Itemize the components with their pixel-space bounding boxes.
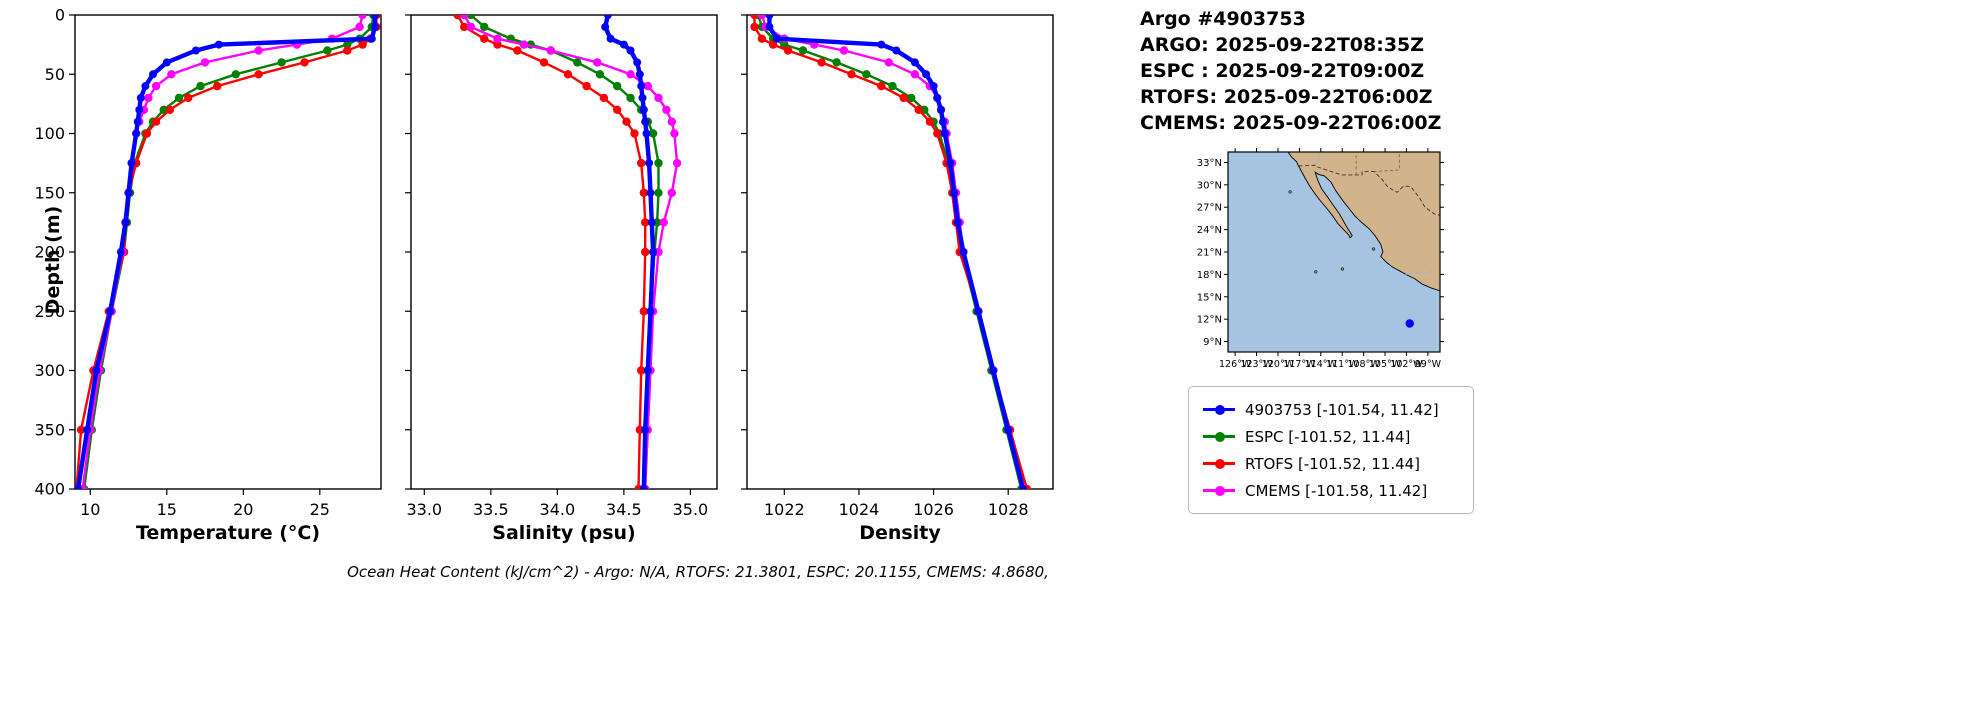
x-tick-label: 1022	[764, 500, 805, 519]
legend-line-marker-icon	[1203, 485, 1235, 496]
legend-entry-CMEMS: CMEMS [-101.58, 11.42]	[1203, 477, 1459, 504]
map-lon-label: 120°W	[1262, 359, 1295, 370]
land-mexico	[1287, 152, 1440, 292]
legend-line-marker-icon	[1203, 458, 1235, 469]
legend-label: CMEMS [-101.58, 11.42]	[1245, 481, 1428, 500]
series-RTOFS	[453, 15, 650, 489]
float-position-dot	[1405, 319, 1414, 328]
legend-dot-icon	[1215, 485, 1225, 496]
y-tick-label: 200	[34, 243, 65, 262]
map-lon-label: 111°W	[1326, 359, 1359, 370]
map-lat-label: 24°N	[1197, 225, 1222, 236]
x-axis-label: Salinity (psu)	[492, 522, 635, 544]
legend-label: ESPC [-101.52, 11.44]	[1245, 427, 1411, 446]
river	[1405, 270, 1433, 275]
legend: 4903753 [-101.54, 11.42] ESPC [-101.52, 1…	[1188, 386, 1474, 514]
location-map: 126°W123°W120°W117°W114°W111°W108°W105°W…	[1197, 148, 1444, 370]
plot-frame	[410, 14, 718, 490]
profile-figure: Depth (m) 10 15 20 25 0 50 100 150 200 250 300 350 4…	[15, 9, 1061, 561]
legend-dot-icon	[1215, 404, 1225, 415]
ocean-heat-content-text: Ocean Heat Content (kJ/cm^2) - Argo: N/A…	[347, 563, 1049, 581]
y-axis-label: Depth (m)	[42, 205, 64, 315]
legend-label: RTOFS [-101.52, 11.44]	[1245, 454, 1421, 473]
legend-entry-4903753: 4903753 [-101.54, 11.42]	[1203, 396, 1459, 423]
map-wrap: 126°W 123°W 120°W 117°W 114°W 111°W 108°W 105°W…	[1180, 146, 1452, 386]
y-tick-label: 50	[45, 65, 65, 84]
density-panel: 1022 1024 1026 1028 Density	[741, 14, 1054, 544]
salinity-panel: 33.0 33.5 34.0 34.5 35.0 Salinity (psu)	[405, 14, 718, 544]
x-tick-label: 20	[233, 500, 253, 519]
legend-dot-icon	[1215, 458, 1225, 469]
map-lat-label: 12°N	[1197, 315, 1222, 326]
legend-line-marker-icon	[1203, 404, 1235, 415]
header-block: Argo #4903753 ARGO: 2025-09-22T08:35Z ESP…	[1140, 6, 1441, 136]
plot-area	[453, 15, 682, 489]
legend-entry-ESPC: ESPC [-101.52, 11.44]	[1203, 423, 1459, 450]
header-line: ESPC : 2025-09-22T09:00Z	[1140, 60, 1425, 82]
legend-dot-icon	[1215, 431, 1225, 442]
river	[1315, 152, 1320, 165]
legend-entry-RTOFS: RTOFS [-101.52, 11.44]	[1203, 450, 1459, 477]
y-tick-label: 250	[34, 302, 65, 321]
plot-area	[750, 15, 1032, 489]
legend-line-marker-icon	[1203, 431, 1235, 442]
header-line: CMEMS: 2025-09-22T06:00Z	[1140, 112, 1442, 134]
y-tick-label: 400	[34, 480, 65, 499]
y-tick-label: 100	[34, 124, 65, 143]
island	[1340, 267, 1345, 271]
map-lon-label: 99°W	[1415, 359, 1442, 370]
map-lon-label: 123°W	[1240, 359, 1273, 370]
island	[1371, 247, 1376, 251]
x-axis-label: Temperature (°C)	[136, 522, 320, 544]
map-lat-label: 18°N	[1197, 270, 1222, 281]
map-lat-label: 27°N	[1197, 203, 1222, 214]
x-tick-label: 34.5	[606, 500, 642, 519]
y-tick-label: 150	[34, 183, 65, 202]
map-lat-label: 30°N	[1197, 180, 1222, 191]
x-tick-label: 1028	[988, 500, 1029, 519]
legend-label: 4903753 [-101.54, 11.42]	[1245, 400, 1439, 419]
map-features	[1287, 152, 1440, 292]
map-lat-label: 33°N	[1197, 158, 1222, 169]
x-tick-label: 10	[80, 500, 100, 519]
island	[1314, 270, 1318, 274]
map-lat-label: 15°N	[1197, 292, 1222, 303]
y-tick-label: 0	[55, 9, 65, 25]
map-lon-label: 126°W	[1219, 359, 1252, 370]
temperature-panel: 10 15 20 25050100150200250300350400Temperat…	[34, 9, 382, 544]
map-lon-label: 114°W	[1305, 359, 1338, 370]
x-tick-label: 34.0	[540, 500, 576, 519]
x-tick-label: 1024	[839, 500, 880, 519]
map-lon-label: 102°W	[1390, 359, 1423, 370]
series-4903753	[765, 15, 1028, 489]
x-axis-label: Density	[859, 522, 941, 544]
header-line: ARGO: 2025-09-22T08:35Z	[1140, 34, 1425, 56]
series-4903753	[601, 15, 658, 489]
header-line: RTOFS: 2025-09-22T06:00Z	[1140, 86, 1433, 108]
map-lat-label: 9°N	[1203, 337, 1222, 348]
x-tick-label: 33.5	[473, 500, 509, 519]
series-4903753	[75, 15, 379, 489]
y-tick-label: 300	[34, 361, 65, 380]
x-tick-label: 15	[157, 500, 177, 519]
x-tick-label: 1026	[913, 500, 954, 519]
x-tick-label: 25	[310, 500, 330, 519]
island	[1288, 190, 1292, 194]
map-lon-label: 117°W	[1283, 359, 1316, 370]
x-tick-label: 33.0	[406, 500, 442, 519]
map-lon-label: 105°W	[1369, 359, 1402, 370]
map-lon-label: 108°W	[1347, 359, 1380, 370]
float-title: Argo #4903753	[1140, 8, 1306, 30]
y-tick-label: 350	[34, 420, 65, 439]
map-lat-label: 21°N	[1197, 248, 1222, 259]
x-tick-label: 35.0	[673, 500, 709, 519]
plot-area	[75, 15, 381, 489]
